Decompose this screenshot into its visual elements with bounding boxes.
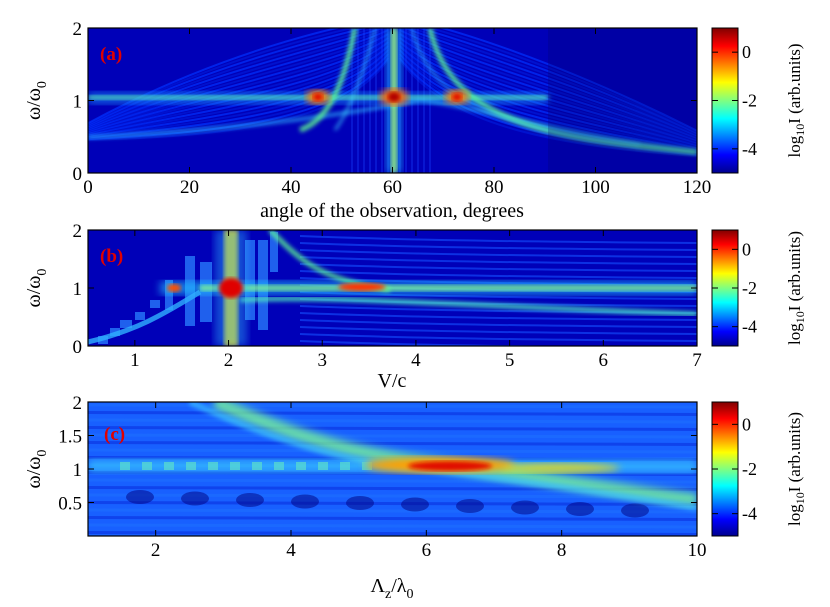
x-tick-label: 4 bbox=[286, 540, 296, 561]
panel-b: (b) 1 2 3 4 5 6 7 0 1 2 V/c ω/ω0 0 -2 -4 log10I (arb… bbox=[23, 221, 807, 392]
x-tick-label: 2 bbox=[224, 350, 234, 371]
panel-a-ylabel: ω/ω0 bbox=[23, 81, 50, 120]
panel-c-heatmap bbox=[88, 402, 697, 536]
colorbar-label: log10I (arb.units) bbox=[785, 412, 807, 526]
x-tick-label: 8 bbox=[557, 540, 567, 561]
x-tick-label: 100 bbox=[581, 177, 610, 198]
y-tick-label: 0 bbox=[73, 337, 83, 358]
panel-b-heatmap bbox=[88, 230, 697, 346]
panel-b-xlabel: V/c bbox=[378, 370, 407, 392]
panel-a-colorbar: 0 -2 -4 log10I (arb.units) bbox=[711, 27, 807, 174]
colorbar-tick-label: -4 bbox=[742, 317, 757, 337]
colorbar-label: log10I (arb.units) bbox=[785, 44, 807, 158]
x-tick-label: 0 bbox=[83, 177, 93, 198]
panel-a-xlabel: angle of the observation, degrees bbox=[260, 200, 524, 222]
panel-c-ylabel: ω/ω0 bbox=[23, 450, 50, 489]
panel-c: (c) 2 4 6 8 10 0.5 1 1.5 2 Λz/λ0 ω/ω0 0 -2 -4 log10… bbox=[23, 393, 807, 602]
panel-c-xlabel: Λz/λ0 bbox=[371, 575, 414, 602]
y-tick-label: 1 bbox=[73, 460, 83, 481]
colorbar-tick-label: -4 bbox=[742, 139, 757, 159]
y-tick-label: 1 bbox=[73, 92, 83, 113]
x-tick-label: 1 bbox=[130, 350, 140, 371]
colorbar-tick-label: -4 bbox=[742, 504, 757, 524]
panel-b-colorbar: 0 -2 -4 log10I (arb.units) bbox=[711, 229, 807, 347]
y-axis-label: ω/ω0 bbox=[23, 269, 50, 308]
panel-c-colorbar: 0 -2 -4 log10I (arb.units) bbox=[711, 401, 807, 537]
x-tick-label: 60 bbox=[383, 177, 402, 198]
panel-a: (a) 0 20 40 60 80 100 120 0 1 2 angle of the obse… bbox=[23, 19, 807, 222]
y-tick-label: 0.5 bbox=[58, 494, 82, 515]
panel-c-axes: 2 4 6 8 10 0.5 1 1.5 2 bbox=[58, 393, 706, 561]
colorbar-tick-label: -2 bbox=[742, 91, 757, 111]
colorbar-tick-label: 0 bbox=[742, 239, 751, 259]
x-axis-label: Λz/λ0 bbox=[371, 575, 414, 602]
x-tick-label: 5 bbox=[505, 350, 515, 371]
x-tick-label: 6 bbox=[422, 540, 432, 561]
x-tick-label: 3 bbox=[317, 350, 327, 371]
x-tick-label: 120 bbox=[683, 177, 712, 198]
panel-a-axes: 0 20 40 60 80 100 120 0 1 2 bbox=[73, 19, 712, 198]
y-tick-label: 2 bbox=[73, 393, 83, 414]
y-axis-label: ω/ω0 bbox=[23, 450, 50, 489]
colorbar-tick-label: 0 bbox=[742, 42, 751, 62]
y-tick-label: 1.5 bbox=[58, 427, 82, 448]
y-tick-label: 2 bbox=[73, 19, 83, 40]
x-tick-label: 20 bbox=[180, 177, 199, 198]
panel-b-axes: 1 2 3 4 5 6 7 0 1 2 bbox=[73, 221, 702, 371]
x-tick-label: 7 bbox=[692, 350, 702, 371]
y-tick-label: 2 bbox=[73, 221, 83, 242]
x-tick-label: 6 bbox=[599, 350, 609, 371]
y-axis-label: ω/ω0 bbox=[23, 81, 50, 120]
panel-a-heatmap bbox=[88, 28, 697, 173]
colorbar-label: log10I (arb.units) bbox=[785, 231, 807, 345]
panel-a-label: (a) bbox=[100, 44, 122, 65]
y-tick-label: 1 bbox=[73, 279, 83, 300]
x-tick-label: 4 bbox=[411, 350, 421, 371]
colorbar-tick-label: -2 bbox=[742, 278, 757, 298]
panel-c-label: (c) bbox=[104, 424, 125, 445]
colorbar-tick-label: 0 bbox=[742, 414, 751, 434]
x-tick-label: 40 bbox=[282, 177, 301, 198]
colorbar-tick-label: -2 bbox=[742, 459, 757, 479]
x-tick-label: 10 bbox=[688, 540, 707, 561]
panel-b-ylabel: ω/ω0 bbox=[23, 269, 50, 308]
x-tick-label: 2 bbox=[151, 540, 161, 561]
panel-b-label: (b) bbox=[100, 246, 123, 267]
y-tick-label: 0 bbox=[73, 164, 83, 185]
x-tick-label: 80 bbox=[485, 177, 504, 198]
